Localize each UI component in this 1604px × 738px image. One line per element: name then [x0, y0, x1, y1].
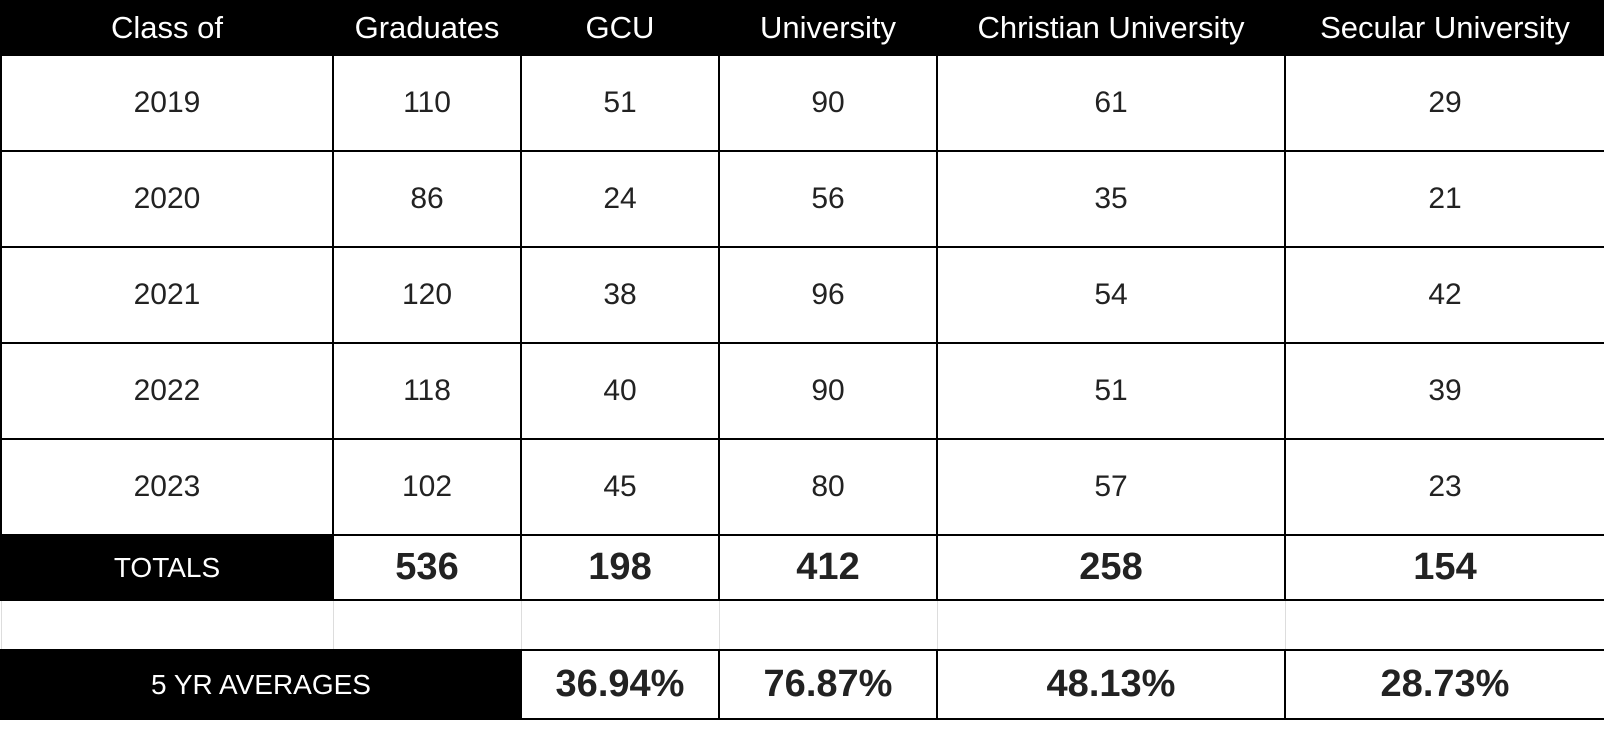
header-cell: GCU — [520, 0, 720, 56]
value-cell: 45 — [520, 438, 720, 536]
value-cell: 23 — [1284, 438, 1604, 536]
totals-label: TOTALS — [0, 534, 334, 601]
empty-cell — [718, 599, 938, 651]
header-cell: Graduates — [332, 0, 522, 56]
data-row: 2019 110 51 90 61 29 — [0, 54, 1604, 152]
empty-cell — [0, 599, 334, 651]
value-cell: 42 — [1284, 246, 1604, 344]
average-cell: 36.94% — [520, 649, 720, 720]
empty-cell — [332, 599, 522, 651]
averages-row: 5 YR AVERAGES 36.94% 76.87% 48.13% 28.73% — [0, 649, 1604, 720]
totals-row: TOTALS 536 198 412 258 154 — [0, 534, 1604, 601]
total-cell: 536 — [332, 534, 522, 601]
empty-cell — [520, 599, 720, 651]
value-cell: 39 — [1284, 342, 1604, 440]
value-cell: 51 — [520, 54, 720, 152]
value-cell: 29 — [1284, 54, 1604, 152]
total-cell: 412 — [718, 534, 938, 601]
value-cell: 80 — [718, 438, 938, 536]
value-cell: 90 — [718, 54, 938, 152]
year-cell: 2019 — [0, 54, 334, 152]
value-cell: 24 — [520, 150, 720, 248]
empty-cell — [1284, 599, 1604, 651]
total-cell: 198 — [520, 534, 720, 601]
year-cell: 2023 — [0, 438, 334, 536]
total-cell: 258 — [936, 534, 1286, 601]
empty-cell — [936, 599, 1286, 651]
data-row: 2022 118 40 90 51 39 — [0, 342, 1604, 440]
value-cell: 35 — [936, 150, 1286, 248]
value-cell: 57 — [936, 438, 1286, 536]
year-cell: 2022 — [0, 342, 334, 440]
data-row: 2020 86 24 56 35 21 — [0, 150, 1604, 248]
value-cell: 90 — [718, 342, 938, 440]
header-row: Class of Graduates GCU University Christian … — [0, 0, 1604, 56]
value-cell: 120 — [332, 246, 522, 344]
data-row: 2021 120 38 96 54 42 — [0, 246, 1604, 344]
value-cell: 86 — [332, 150, 522, 248]
value-cell: 54 — [936, 246, 1286, 344]
value-cell: 110 — [332, 54, 522, 152]
average-cell: 48.13% — [936, 649, 1286, 720]
value-cell: 56 — [718, 150, 938, 248]
value-cell: 118 — [332, 342, 522, 440]
header-cell: Christian University — [936, 0, 1286, 56]
value-cell: 51 — [936, 342, 1286, 440]
value-cell: 38 — [520, 246, 720, 344]
year-cell: 2020 — [0, 150, 334, 248]
year-cell: 2021 — [0, 246, 334, 344]
averages-label: 5 YR AVERAGES — [0, 649, 522, 720]
data-row: 2023 102 45 80 57 23 — [0, 438, 1604, 536]
graduates-table: Class of Graduates GCU University Christian … — [0, 0, 1604, 720]
empty-row — [0, 599, 1604, 651]
value-cell: 102 — [332, 438, 522, 536]
value-cell: 61 — [936, 54, 1286, 152]
header-cell: University — [718, 0, 938, 56]
total-cell: 154 — [1284, 534, 1604, 601]
value-cell: 96 — [718, 246, 938, 344]
average-cell: 76.87% — [718, 649, 938, 720]
value-cell: 21 — [1284, 150, 1604, 248]
header-cell: Secular University — [1284, 0, 1604, 56]
average-cell: 28.73% — [1284, 649, 1604, 720]
header-cell: Class of — [0, 0, 334, 56]
value-cell: 40 — [520, 342, 720, 440]
